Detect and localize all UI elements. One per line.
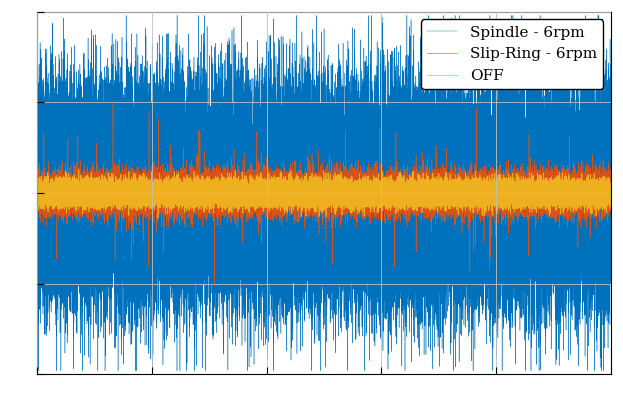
Spindle - 6rpm <box>122 13 130 18</box>
Spindle - 6rpm <box>253 188 260 192</box>
Spindle - 6rpm <box>379 274 386 279</box>
Slip-Ring - 6rpm <box>211 281 218 286</box>
Line: Slip-Ring - 6rpm: Slip-Ring - 6rpm <box>37 102 611 284</box>
OFF <box>253 188 260 193</box>
OFF <box>459 195 467 199</box>
Slip-Ring - 6rpm <box>73 190 80 195</box>
OFF <box>379 173 386 178</box>
Line: OFF: OFF <box>37 169 611 218</box>
Slip-Ring - 6rpm <box>459 191 467 196</box>
Spindle - 6rpm <box>607 225 614 229</box>
Line: Spindle - 6rpm: Spindle - 6rpm <box>37 15 611 371</box>
Spindle - 6rpm <box>459 167 467 171</box>
Slip-Ring - 6rpm <box>171 196 179 201</box>
Legend: Spindle - 6rpm, Slip-Ring - 6rpm, OFF: Spindle - 6rpm, Slip-Ring - 6rpm, OFF <box>421 19 603 89</box>
OFF <box>607 191 614 195</box>
Slip-Ring - 6rpm <box>345 180 352 184</box>
Slip-Ring - 6rpm <box>253 177 260 182</box>
OFF <box>171 192 179 197</box>
OFF <box>73 183 80 188</box>
Spindle - 6rpm <box>34 368 42 373</box>
Slip-Ring - 6rpm <box>34 203 41 208</box>
Slip-Ring - 6rpm <box>607 187 614 191</box>
Spindle - 6rpm <box>171 148 179 152</box>
Spindle - 6rpm <box>34 165 41 170</box>
Slip-Ring - 6rpm <box>379 199 386 204</box>
OFF <box>34 187 41 191</box>
Slip-Ring - 6rpm <box>109 100 117 105</box>
Spindle - 6rpm <box>73 208 80 212</box>
OFF <box>75 167 82 172</box>
OFF <box>345 188 352 192</box>
Spindle - 6rpm <box>345 175 352 180</box>
OFF <box>155 216 162 221</box>
